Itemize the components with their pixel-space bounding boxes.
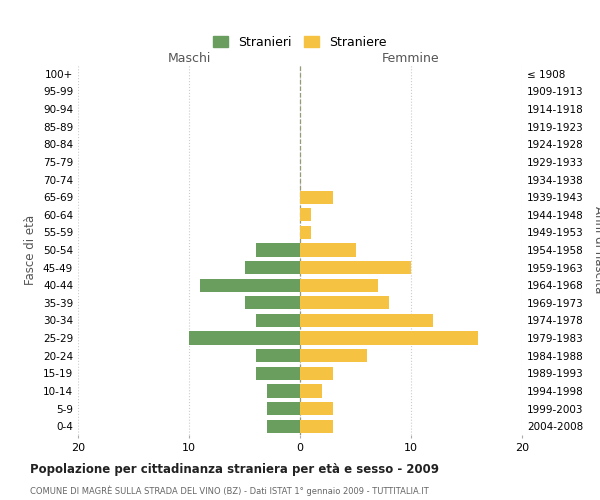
- Bar: [300, 366, 334, 380]
- Bar: [256, 366, 300, 380]
- Bar: [189, 332, 300, 344]
- Bar: [300, 349, 367, 362]
- Bar: [245, 296, 300, 310]
- Bar: [266, 420, 300, 433]
- Bar: [245, 261, 300, 274]
- Bar: [300, 190, 334, 204]
- Legend: Stranieri, Straniere: Stranieri, Straniere: [208, 30, 392, 54]
- Y-axis label: Anni di nascita: Anni di nascita: [592, 206, 600, 294]
- Bar: [266, 384, 300, 398]
- Bar: [300, 384, 322, 398]
- Bar: [300, 208, 311, 222]
- Y-axis label: Fasce di età: Fasce di età: [25, 215, 37, 285]
- Bar: [300, 314, 433, 327]
- Bar: [300, 244, 355, 256]
- Bar: [300, 278, 378, 292]
- Bar: [256, 244, 300, 256]
- Bar: [300, 226, 311, 239]
- Text: Popolazione per cittadinanza straniera per età e sesso - 2009: Popolazione per cittadinanza straniera p…: [30, 462, 439, 475]
- Bar: [300, 402, 334, 415]
- Bar: [300, 332, 478, 344]
- Bar: [266, 402, 300, 415]
- Text: Maschi: Maschi: [167, 52, 211, 65]
- Bar: [300, 420, 334, 433]
- Bar: [256, 349, 300, 362]
- Text: COMUNE DI MAGRÈ SULLA STRADA DEL VINO (BZ) - Dati ISTAT 1° gennaio 2009 - TUTTIT: COMUNE DI MAGRÈ SULLA STRADA DEL VINO (B…: [30, 486, 429, 496]
- Text: Femmine: Femmine: [382, 52, 440, 65]
- Bar: [256, 314, 300, 327]
- Bar: [300, 261, 411, 274]
- Bar: [200, 278, 300, 292]
- Bar: [300, 296, 389, 310]
